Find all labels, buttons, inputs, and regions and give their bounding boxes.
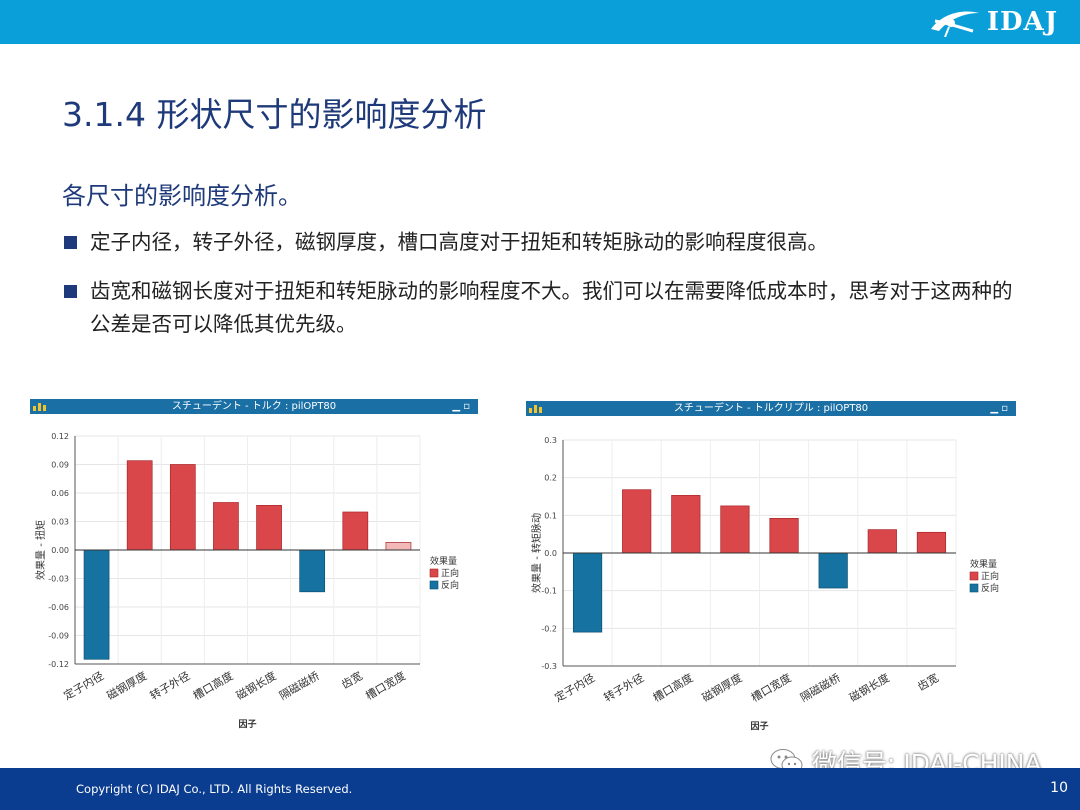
- bar: [256, 504, 282, 551]
- bullet-square-icon: [64, 285, 77, 298]
- bullet-text: 齿宽和磁钢长度对于扭矩和转矩脉动的影响程度不大。我们可以在需要降低成本时，思考对…: [90, 279, 1013, 336]
- legend-swatch-positive: [969, 571, 979, 581]
- x-tick-label: 磁钢长度: [847, 670, 892, 704]
- x-tick-label: 定子内径: [61, 668, 106, 702]
- page-number: 10: [1050, 780, 1068, 796]
- y-tick-label: 0.06: [51, 489, 69, 498]
- y-tick-label: -0.3: [541, 662, 557, 671]
- y-tick-label: 0.0: [544, 549, 557, 558]
- bar: [916, 531, 947, 554]
- chart-window-title: スチューデント - トルクリプル : pilOPT80: [673, 403, 869, 414]
- section-subtitle: 各尺寸的影响度分析。: [62, 182, 302, 210]
- x-tick-label: 槽口宽度: [363, 668, 408, 702]
- bar: [671, 495, 701, 554]
- torque-chart-window: スチューデント - トルク : pilOPT80 ▁ ▫ 0.12 0.09 0.0…: [30, 399, 478, 739]
- legend-label-negative: 反向: [981, 582, 999, 594]
- bar: [622, 489, 652, 554]
- bar-chart-icon: [33, 403, 46, 411]
- bar: [342, 511, 369, 551]
- y-tick-label: 0.00: [51, 546, 69, 555]
- y-tick-label: -0.12: [48, 660, 69, 669]
- copyright-text: Copyright (C) IDAJ Co., LTD. All Rights …: [76, 782, 353, 796]
- bar: [720, 505, 750, 554]
- x-tick-label: 齿宽: [339, 668, 365, 691]
- chart-window-titlebar: スチューデント - トルク : pilOPT80 ▁ ▫: [30, 399, 478, 414]
- x-tick-label: 齿宽: [915, 670, 941, 693]
- bar: [83, 549, 110, 660]
- page-title: 3.1.4 形状尺寸的影响度分析: [62, 95, 487, 134]
- y-tick-label: -0.1: [541, 587, 557, 596]
- bar: [169, 464, 196, 551]
- x-tick-label: 转子外径: [601, 670, 646, 704]
- bullet-square-icon: [64, 236, 77, 249]
- x-tick-label: 转子外径: [147, 668, 192, 702]
- x-tick-label: 定子内径: [552, 670, 597, 704]
- window-control-buttons[interactable]: ▁ ▫: [452, 401, 470, 412]
- bullet-list: 定子内径，转子外径，磁钢厚度，槽口高度对于扭矩和转矩脉动的影响程度很高。 齿宽和…: [62, 226, 1022, 357]
- bar: [572, 552, 603, 633]
- torque-ripple-chart-window: スチューデント - トルクリプル : pilOPT80 ▁ ▫ 0.3 0.2 0.…: [526, 401, 1016, 741]
- y-tick-label: 0.12: [51, 432, 69, 441]
- y-tick-label: -0.09: [48, 632, 69, 641]
- torque-bar-chart: 0.12 0.09 0.06 0.03 0.00 -0.03 -0.06 -0.09 -0.12…: [34, 432, 459, 730]
- legend-swatch-positive: [429, 568, 439, 578]
- x-tick-label: 磁钢厚度: [699, 670, 744, 704]
- window-control-buttons[interactable]: ▁ ▫: [990, 403, 1008, 414]
- bullet-item: 齿宽和磁钢长度对于扭矩和转矩脉动的影响程度不大。我们可以在需要降低成本时，思考对…: [62, 275, 1022, 341]
- y-tick-label: 0.3: [544, 436, 557, 445]
- chart-window-titlebar: スチューデント - トルクリプル : pilOPT80 ▁ ▫: [526, 401, 1016, 416]
- y-tick-label: 0.1: [544, 511, 557, 520]
- header-bar: IDAJ: [0, 0, 1080, 44]
- x-tick-label: 隔磁磁桥: [277, 669, 322, 702]
- x-tick-label: 槽口高度: [650, 670, 695, 704]
- swoosh-icon: [930, 11, 979, 37]
- y-tick-label: -0.2: [541, 624, 557, 633]
- bullet-item: 定子内径，转子外径，磁钢厚度，槽口高度对于扭矩和转矩脉动的影响程度很高。: [62, 226, 1022, 259]
- legend-swatch-negative: [969, 583, 979, 593]
- y-tick-label: 0.2: [544, 474, 557, 483]
- chart-window-title: スチューデント - トルク : pilOPT80: [171, 401, 337, 412]
- bar: [867, 529, 897, 554]
- y-tick-label: -0.03: [48, 575, 69, 584]
- legend-label-positive: 正向: [981, 570, 999, 582]
- bar: [126, 460, 153, 551]
- bar: [213, 502, 239, 551]
- legend-label-positive: 正向: [441, 567, 459, 579]
- x-tick-label: 槽口高度: [190, 668, 235, 702]
- legend-swatch-negative: [429, 580, 439, 590]
- bullet-text: 定子内径，转子外径，磁钢厚度，槽口高度对于扭矩和转矩脉动的影响程度很高。: [90, 230, 828, 254]
- y-axis-title: 效果量 - 扭矩: [34, 520, 47, 580]
- legend-title: 效果量: [970, 558, 997, 570]
- x-tick-label: 槽口宽度: [748, 670, 793, 704]
- legend-label-negative: 反向: [441, 579, 459, 591]
- y-tick-label: 0.09: [51, 461, 69, 470]
- x-tick-label: 磁钢长度: [233, 668, 278, 702]
- x-axis-title: 因子: [238, 719, 256, 730]
- x-tick-label: 磁钢厚度: [104, 668, 149, 702]
- y-tick-label: -0.06: [48, 603, 69, 612]
- x-tick-label: 隔磁磁桥: [798, 671, 843, 704]
- bar: [385, 542, 412, 551]
- bar-chart-icon: [529, 405, 542, 413]
- bar: [299, 549, 326, 593]
- logo-text: IDAJ: [986, 7, 1058, 37]
- legend-title: 效果量: [430, 555, 457, 567]
- footer-bar: Copyright (C) IDAJ Co., LTD. All Rights …: [0, 768, 1080, 810]
- y-tick-label: 0.03: [51, 518, 69, 527]
- bar: [769, 517, 799, 554]
- bar: [818, 552, 848, 589]
- y-axis-title: 效果量 - 转矩脉动: [530, 513, 543, 593]
- x-axis-title: 因子: [750, 721, 768, 732]
- idaj-logo: IDAJ: [929, 6, 1058, 38]
